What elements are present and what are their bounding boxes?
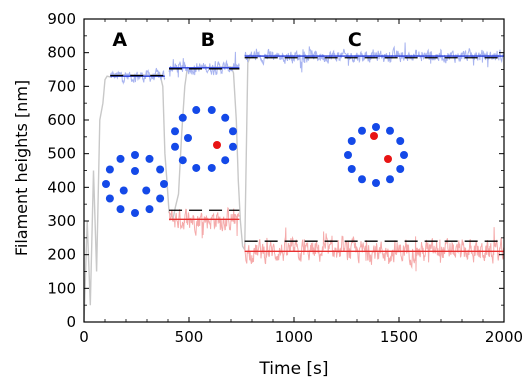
y-tick-label: 400 [47, 178, 76, 196]
inset-a-dot [156, 165, 165, 174]
inset-c-dot [386, 175, 394, 184]
inset-c-dot [386, 126, 394, 135]
inset-c-dot [372, 123, 380, 131]
y-tick-label: 900 [47, 10, 76, 28]
inset-c-red-dot [370, 132, 378, 140]
inset-c-dot [347, 137, 356, 145]
y-tick-label: 0 [66, 313, 76, 331]
axes: 0 100 200 300 400 500 600 700 800 900 0 500 1000 1500… [47, 10, 523, 346]
inset-a-inner-dot [131, 167, 139, 175]
inset-b-dot [221, 156, 230, 165]
plot-frame [83, 18, 505, 323]
inset-a-dot [160, 180, 168, 188]
inset-a-dot [145, 205, 154, 214]
inset-a-inner-dot [142, 186, 151, 195]
x-tick-label: 1500 [380, 328, 418, 346]
inset-a-dot [102, 180, 110, 188]
inset-b-dot [207, 163, 216, 172]
inset-c-dot [347, 165, 356, 173]
inset-b-dot [192, 106, 201, 115]
inset-a-dot [145, 154, 154, 163]
panel-label-A: A [112, 29, 127, 51]
inset-b-dot [221, 113, 230, 122]
inset-b-dot [228, 142, 237, 151]
inset-b-dot [192, 163, 201, 172]
y-axis-label: Filament heights [nm] [12, 80, 31, 256]
blue-trace-A [109, 67, 166, 85]
y-tick-label: 100 [47, 279, 76, 297]
inset-a-dot [156, 194, 165, 203]
inset-c-dot [400, 151, 408, 159]
inset-b-dot [178, 156, 187, 165]
inset-b-dot [228, 127, 237, 136]
inset-a-dot [105, 165, 114, 174]
inset-b-dot [207, 106, 216, 115]
inset-b-dot [171, 142, 180, 151]
plot-area: A B C [83, 29, 505, 323]
x-tick-label: 500 [175, 328, 204, 346]
inset-a-dot [131, 151, 139, 159]
x-tick-label: 1000 [275, 328, 313, 346]
inset-c-dot [344, 151, 352, 159]
y-tick-label: 600 [47, 111, 76, 129]
inset-c-dot [372, 179, 380, 187]
inset-a-dot [131, 209, 139, 217]
y-tick-label: 200 [47, 246, 76, 264]
x-tick-label: 2000 [485, 328, 523, 346]
inset-b-inner-dot [184, 134, 192, 142]
blue-trace-B [168, 51, 240, 78]
y-tick-label: 500 [47, 145, 76, 163]
y-tick-label: 700 [47, 77, 76, 95]
x-axis-label: Time [s] [258, 359, 328, 379]
inset-b-dot [171, 127, 180, 136]
inset-a-dot [116, 154, 125, 163]
inset-a-inner-dot [119, 186, 128, 195]
red-trace-B [168, 206, 240, 239]
inset-b-dot [178, 113, 187, 122]
x-tick-label: 0 [79, 328, 89, 346]
inset-c-dot [358, 126, 366, 135]
inset-a-dot [116, 205, 125, 214]
inset-b-red-dot [213, 141, 221, 149]
inset-c-dot [396, 165, 405, 173]
inset-c-dot [396, 137, 405, 145]
inset-a-dot [105, 194, 114, 203]
y-tick-label: 300 [47, 212, 76, 230]
panel-label-B: B [201, 29, 215, 51]
inset-c-red-dot [384, 155, 392, 163]
panel-label-C: C [348, 29, 362, 51]
red-trace-C [244, 227, 505, 272]
inset-c-dot [358, 175, 366, 184]
gray-transition-trace [83, 57, 251, 323]
y-tick-label: 800 [47, 44, 76, 62]
